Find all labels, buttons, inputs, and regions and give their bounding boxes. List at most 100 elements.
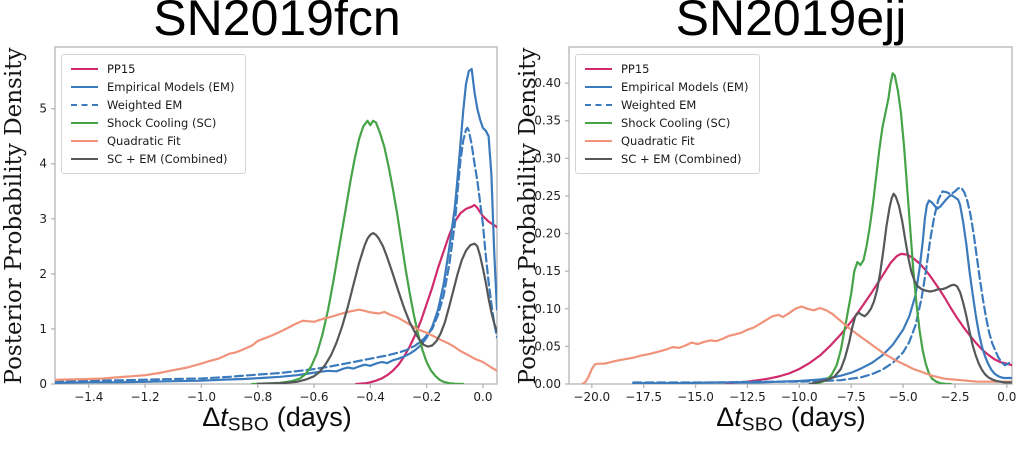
- plot-area-sn2019fcn: −1.4 −1.2 −1.0 −0.8 −0.6 −0.4 −0.2 0.0 0 1 2 3 4 5: [39, 46, 498, 404]
- y-tick-label: 0.05: [534, 339, 561, 353]
- x-tick-label: −0.8: [243, 390, 272, 404]
- curve-quad: [581, 305, 1012, 384]
- legend-entry: SC + EM (Combined): [585, 153, 748, 165]
- x-tick-label: −0.4: [356, 390, 385, 404]
- legend-entry: Quadratic Fit: [585, 135, 748, 147]
- legend-label: PP15: [621, 62, 650, 76]
- plot-area-sn2019ejj: −20.0 −17.5 −15.0 −12.5 −10.0 −7.5 −5.0 −2.5 0.0…: [534, 46, 1016, 404]
- legend-line-sample-quad: [585, 140, 612, 142]
- legend-line-sample-comb: [585, 158, 612, 160]
- x-tick-label: −7.5: [837, 390, 866, 404]
- y-tick-label: 0.00: [534, 377, 561, 391]
- legend-line-sample-pp15: [71, 68, 98, 70]
- x-tick-label: −2.5: [940, 390, 969, 404]
- x-axis-label: ΔtSBO (days): [202, 402, 352, 437]
- x-tick-label: 0.0: [997, 390, 1016, 404]
- x-axis-label-delta: Δ: [716, 402, 735, 432]
- curve-sc: [814, 72, 952, 384]
- legend-label: Weighted EM: [107, 98, 183, 112]
- x-tick-label: −0.2: [412, 390, 441, 404]
- y-tick-label: 5: [39, 102, 47, 116]
- x-axis-label-delta: Δ: [202, 402, 221, 432]
- legend-label: Empirical Models (EM): [621, 80, 749, 94]
- x-axis-label-t: t: [220, 402, 228, 432]
- chart-title: SN2019ejj: [675, 0, 907, 46]
- legend-label: SC + EM (Combined): [621, 152, 742, 166]
- curve-wem: [55, 126, 497, 383]
- x-axis-label: ΔtSBO (days): [716, 402, 866, 437]
- legend-label: Quadratic Fit: [107, 134, 181, 148]
- y-tick-label: 0.20: [534, 227, 561, 241]
- legend-entry: Quadratic Fit: [71, 135, 234, 147]
- x-tick-label: −5.0: [888, 390, 917, 404]
- curve-comb: [808, 192, 1012, 384]
- x-axis-label-units: (days): [269, 402, 352, 432]
- x-tick-label: −15.0: [677, 390, 714, 404]
- x-axis-label-subscript: SBO: [741, 414, 784, 436]
- legend-line-sample-comb: [71, 158, 98, 160]
- axes-spines: [568, 46, 1013, 385]
- y-tick-label: 0.15: [534, 264, 561, 278]
- y-tick-label: 0: [39, 377, 47, 391]
- y-tick-label: 1: [39, 322, 47, 336]
- legend-line-sample-sc: [585, 122, 612, 124]
- x-tick-label: −1.2: [131, 390, 160, 404]
- legend-line-sample-em: [585, 86, 612, 88]
- legend-entry: Shock Cooling (SC): [585, 117, 748, 129]
- curve-wem: [632, 186, 1012, 384]
- x-tick-label: −1.4: [74, 390, 103, 404]
- x-tick-label: −0.6: [299, 390, 328, 404]
- curve-em: [632, 194, 1012, 384]
- legend-line-sample-wem: [71, 104, 98, 106]
- curve-comb: [256, 232, 497, 384]
- legend-label: Empirical Models (EM): [107, 80, 235, 94]
- legend-entry: Empirical Models (EM): [71, 81, 234, 93]
- legend-label: PP15: [107, 62, 136, 76]
- legend-entry: SC + EM (Combined): [71, 153, 234, 165]
- legend-entry: PP15: [71, 63, 234, 75]
- y-tick-label: 0.35: [534, 114, 561, 128]
- legend-entry: Weighted EM: [71, 99, 234, 111]
- legend-line-sample-sc: [71, 122, 98, 124]
- legend-line-sample-em: [71, 86, 98, 88]
- curve-em: [55, 67, 497, 384]
- legend-line-sample-quad: [71, 140, 98, 142]
- x-tick-label: −20.0: [573, 390, 610, 404]
- curve-sc: [251, 119, 465, 384]
- legend-label: SC + EM (Combined): [107, 152, 228, 166]
- chart-sn2019fcn: SN2019fcn −1.4 −1.2 −1.0 −0.8 −0.6 −0.4 −0.2 0.…: [0, 0, 514, 451]
- x-axis-label-t: t: [734, 402, 742, 432]
- x-tick-label: −10.0: [781, 390, 818, 404]
- y-tick-label: 3: [39, 212, 47, 226]
- chart-title: SN2019fcn: [153, 0, 401, 46]
- chart-sn2019ejj: SN2019ejj −20.0 −17.5 −15.0 −12.5 −10.0 −7.5−…: [514, 0, 1029, 451]
- legend-label: Weighted EM: [621, 98, 697, 112]
- y-tick-label: 0.10: [534, 302, 561, 316]
- y-tick-label: 4: [39, 157, 47, 171]
- legend: PP15 Empirical Models (EM) Weighted EM Shoc…: [575, 54, 761, 174]
- x-tick-label: −17.5: [625, 390, 662, 404]
- y-tick-label: 0.25: [534, 189, 561, 203]
- y-axis-label: Posterior Probability Density: [515, 47, 541, 385]
- x-axis-label-subscript: SBO: [227, 414, 270, 436]
- legend-line-sample-wem: [585, 104, 612, 106]
- legend-label: Shock Cooling (SC): [621, 116, 731, 130]
- y-tick-label: 2: [39, 267, 47, 281]
- y-tick-label: 0.30: [534, 151, 561, 165]
- legend-entry: Empirical Models (EM): [585, 81, 748, 93]
- legend-entry: Shock Cooling (SC): [71, 117, 234, 129]
- curve-pp15: [355, 203, 497, 384]
- curve-pp15: [725, 252, 1012, 384]
- x-axis-label-units: (days): [783, 402, 866, 432]
- legend-entry: PP15: [585, 63, 748, 75]
- y-axis-label: Posterior Probability Density: [1, 47, 27, 385]
- legend-label: Quadratic Fit: [621, 134, 695, 148]
- legend-label: Shock Cooling (SC): [107, 116, 217, 130]
- x-tick-label: −1.0: [187, 390, 216, 404]
- x-tick-label: 0.0: [473, 390, 492, 404]
- legend-line-sample-pp15: [585, 68, 612, 70]
- legend: PP15 Empirical Models (EM) Weighted EM Shoc…: [61, 54, 247, 174]
- y-tick-label: 0.40: [534, 76, 561, 90]
- legend-entry: Weighted EM: [585, 99, 748, 111]
